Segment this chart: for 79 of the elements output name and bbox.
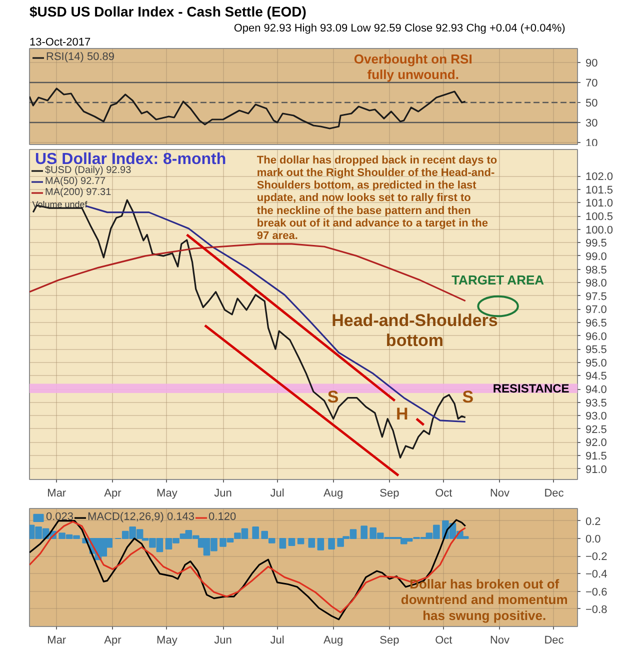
y-tick-label: 101.0 (586, 198, 614, 210)
x-tick-label: Jul (270, 488, 284, 500)
annotation: Head-and-Shoulders bottom (332, 310, 498, 350)
x-tick-label: Dec (544, 634, 564, 646)
x-tick-label: Aug (324, 634, 344, 646)
y-tick-label: −0.6 (586, 586, 608, 598)
y-tick-label: 93.0 (586, 410, 607, 423)
bar (288, 538, 296, 546)
y-tick-label: 70 (586, 78, 598, 90)
y-tick-label: 97.5 (586, 290, 607, 303)
annotation: Overbought on RSI fully unwound. (354, 51, 472, 82)
x-tick-label: May (156, 488, 178, 500)
legend-label: 0.023 (46, 511, 74, 523)
y-tick-label: 90 (586, 58, 598, 70)
y-tick-label: 91.0 (586, 464, 607, 476)
bar (328, 538, 335, 550)
annotation: 13-Oct-2017 (30, 36, 91, 48)
y-tick-label: 93.5 (586, 397, 607, 410)
legend-label: MA(200) 97.31 (45, 187, 112, 198)
legend-label: RSI(14) 50.89 (46, 51, 114, 63)
annotation: S (327, 388, 339, 406)
x-tick-label: Oct (435, 488, 452, 500)
y-tick-label: 100.5 (586, 211, 614, 224)
bar (279, 538, 286, 549)
legend-label: 0.120 (208, 511, 236, 523)
bar (317, 538, 324, 550)
y-tick-label: 0.2 (586, 516, 601, 528)
x-tick-label: Sep (380, 488, 400, 500)
y-tick-label: 94.0 (586, 384, 607, 396)
x-tick-label: Sep (380, 634, 400, 646)
legend-label: MACD(12,26,9) 0.143 (88, 511, 195, 523)
annotation: TARGET AREA (452, 272, 545, 288)
y-tick-label: 94.5 (586, 370, 607, 383)
y-tick-label: 101.5 (586, 184, 614, 196)
y-tick-label: 99.5 (586, 238, 607, 250)
y-tick-label: 50 (586, 98, 598, 110)
y-tick-label: 30 (586, 118, 598, 130)
bar (360, 526, 368, 539)
y-tick-label: 97.0 (586, 304, 607, 316)
x-tick-label: Oct (435, 634, 452, 646)
annotation: S (462, 388, 474, 406)
y-tick-label: 96.0 (586, 330, 607, 343)
y-tick-label: 100.0 (586, 224, 614, 236)
x-tick-label: Jul (270, 634, 284, 646)
x-tick-label: Apr (104, 488, 122, 500)
x-tick-label: May (156, 634, 178, 646)
x-tick-label: Apr (104, 634, 122, 646)
x-tick-label: Jun (214, 488, 232, 500)
y-tick-label: 102.0 (586, 171, 614, 184)
annotation: H (396, 404, 408, 424)
y-tick-label: 92.5 (586, 424, 607, 436)
x-tick-label: Jun (214, 634, 232, 646)
annotation: Dollar has broken out of downtrend and momentum has swung positive. (400, 576, 568, 623)
y-tick-label: 99.0 (586, 250, 607, 263)
legend-label: MA(50) 92.77 (45, 176, 106, 187)
x-tick-label: Nov (490, 634, 510, 646)
bar (297, 538, 304, 544)
text: Open 92.93 High 93.09 Low 92.59 Close 92.93 Chg +0.04 (+0.04%) (234, 22, 566, 34)
x-tick-label: Mar (47, 488, 66, 500)
bar (252, 526, 259, 539)
y-tick-label: −0.2 (586, 551, 608, 564)
y-tick-label: 92.0 (586, 437, 607, 450)
y-tick-label: 96.5 (586, 317, 607, 330)
x-tick-label: Aug (324, 488, 344, 500)
y-tick-label: 95.0 (586, 357, 607, 370)
y-tick-label: 98.5 (586, 264, 607, 276)
bar (308, 538, 316, 548)
annotation: The dollar has dropped back in recent days to mark out the Right Shoulder of the Head-and-Shoulders bottom, as predicted in the last update, and now looks set to rally first to the neckline of the base pattern and then break out of it and advance to a target in the 97 area. (256, 154, 498, 242)
y-tick-label: 91.5 (586, 450, 607, 463)
x-tick-label: Nov (490, 488, 510, 500)
y-tick-label: 98.0 (586, 278, 607, 290)
y-tick-label: −0.4 (586, 568, 608, 581)
y-tick-label: −0.8 (586, 604, 608, 616)
x-tick-label: Mar (47, 634, 66, 646)
y-tick-label: 0.0 (586, 533, 601, 546)
x-tick-label: Dec (544, 488, 564, 500)
y-tick-label: 95.5 (586, 344, 607, 356)
chart-title: $USD US Dollar Index - Cash Settle (EOD) (30, 4, 306, 20)
band-label: RESISTANCE (492, 381, 570, 396)
